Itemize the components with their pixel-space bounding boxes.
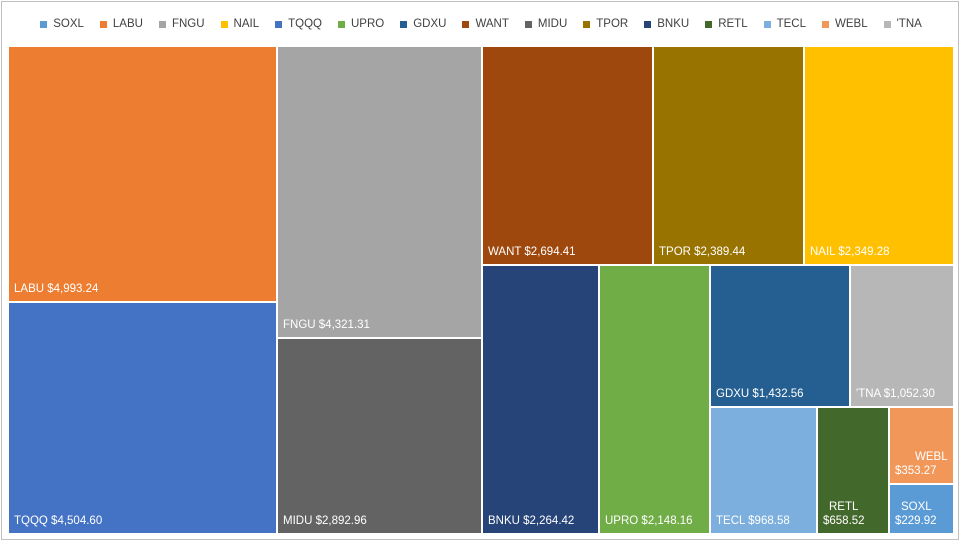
legend-label: LABU — [112, 18, 143, 30]
legend-swatch — [40, 20, 48, 28]
treemap-tile-soxl[interactable]: SOXL $229.92 — [889, 484, 954, 534]
treemap-tile-label: TECL $968.58 — [716, 515, 790, 527]
treemap-tile-bnku[interactable]: BNKU $2,264.42 — [482, 265, 599, 534]
legend-label: GDXU — [413, 18, 447, 30]
legend-swatch — [275, 20, 283, 28]
legend-swatch — [705, 20, 713, 28]
legend-label: UPRO — [350, 18, 385, 30]
treemap-tile-tecl[interactable]: TECL $968.58 — [710, 407, 817, 534]
legend-item-tna: 'TNA — [883, 18, 922, 30]
legend-item-midu: MIDU — [524, 18, 568, 30]
legend-label: TPOR — [596, 18, 629, 30]
legend-label: NAIL — [233, 18, 260, 30]
treemap-tile-label: SOXL $229.92 — [895, 501, 937, 527]
treemap-tile-label: LABU $4,993.24 — [14, 283, 99, 295]
legend-swatch — [883, 20, 891, 28]
treemap-tile-label: GDXU $1,432.56 — [716, 388, 804, 400]
treemap-tile-tpor[interactable]: TPOR $2,389.44 — [653, 46, 804, 265]
legend-label: BNKU — [657, 18, 690, 30]
legend-item-webl: WEBL — [822, 18, 868, 30]
legend-label: TQQQ — [288, 18, 322, 30]
legend-item-nail: NAIL — [220, 18, 260, 30]
chart-legend: SOXL LABU FNGU NAIL TQQQ UPRO GDXU WANT MIDU TPOR… — [0, 15, 962, 33]
legend-label: WANT — [475, 18, 509, 30]
legend-swatch — [822, 20, 829, 28]
legend-swatch — [337, 20, 345, 28]
legend-label: MIDU — [537, 18, 568, 30]
legend-swatch — [583, 20, 591, 28]
treemap-tile-label: 'TNA $1,052.30 — [856, 388, 935, 400]
legend-item-upro: UPRO — [337, 18, 385, 30]
legend-swatch — [220, 20, 228, 28]
treemap-tile-label: TQQQ $4,504.60 — [14, 515, 103, 527]
treemap-tile-label: BNKU $2,264.42 — [488, 515, 575, 527]
legend-swatch — [462, 20, 470, 28]
legend-swatch — [524, 20, 532, 28]
legend-label: 'TNA — [896, 18, 922, 30]
treemap-tile-label: FNGU $4,321.31 — [283, 319, 370, 331]
treemap-tile-fngu[interactable]: FNGU $4,321.31 — [277, 46, 482, 338]
legend-swatch — [763, 20, 771, 28]
treemap-tile-gdxu[interactable]: GDXU $1,432.56 — [710, 265, 850, 407]
legend-label: RETL — [718, 18, 748, 30]
legend-item-retl: RETL — [705, 18, 748, 30]
treemap-tile-label: TPOR $2,389.44 — [659, 246, 746, 258]
legend-swatch — [400, 20, 408, 28]
legend-swatch — [644, 20, 652, 28]
legend-item-bnku: BNKU — [644, 18, 689, 30]
treemap-tile-upro[interactable]: UPRO $2,148.16 — [599, 265, 710, 534]
legend-swatch — [99, 20, 107, 28]
legend-item-soxl: SOXL — [40, 18, 84, 30]
legend-item-gdxu: GDXU — [400, 18, 446, 30]
treemap-tile-labu[interactable]: LABU $4,993.24 — [8, 46, 277, 302]
legend-label: SOXL — [53, 18, 84, 30]
legend-item-labu: LABU — [99, 18, 143, 30]
treemap-tile-nail[interactable]: NAIL $2,349.28 — [804, 46, 954, 265]
treemap-tile-tqqq[interactable]: TQQQ $4,504.60 — [8, 302, 277, 534]
treemap-tile-label: NAIL $2,349.28 — [810, 246, 890, 258]
legend-label: WEBL — [835, 18, 868, 30]
legend-item-want: WANT — [462, 18, 509, 30]
treemap-tile-label: WEBL $353.27 — [895, 451, 948, 477]
legend-item-tqqq: TQQQ — [275, 18, 322, 30]
treemap-tile-want[interactable]: WANT $2,694.41 — [482, 46, 653, 265]
treemap-tile-label: RETL $658.52 — [823, 501, 865, 527]
legend-label: TECL — [776, 18, 806, 30]
legend-swatch — [158, 20, 166, 28]
treemap-tile-label: UPRO $2,148.16 — [605, 515, 693, 527]
treemap-tile-midu[interactable]: MIDU $2,892.96 — [277, 338, 482, 534]
treemap-tile-retl[interactable]: RETL $658.52 — [817, 407, 889, 534]
treemap-tile-label: MIDU $2,892.96 — [283, 515, 367, 527]
legend-label: FNGU — [171, 18, 205, 30]
legend-item-tecl: TECL — [763, 18, 806, 30]
treemap-tile-tna[interactable]: 'TNA $1,052.30 — [850, 265, 954, 407]
treemap-tile-label: WANT $2,694.41 — [488, 246, 576, 258]
treemap-tile-webl[interactable]: WEBL $353.27 — [889, 407, 954, 484]
legend-item-tpor: TPOR — [583, 18, 628, 30]
legend-item-fngu: FNGU — [158, 18, 205, 30]
